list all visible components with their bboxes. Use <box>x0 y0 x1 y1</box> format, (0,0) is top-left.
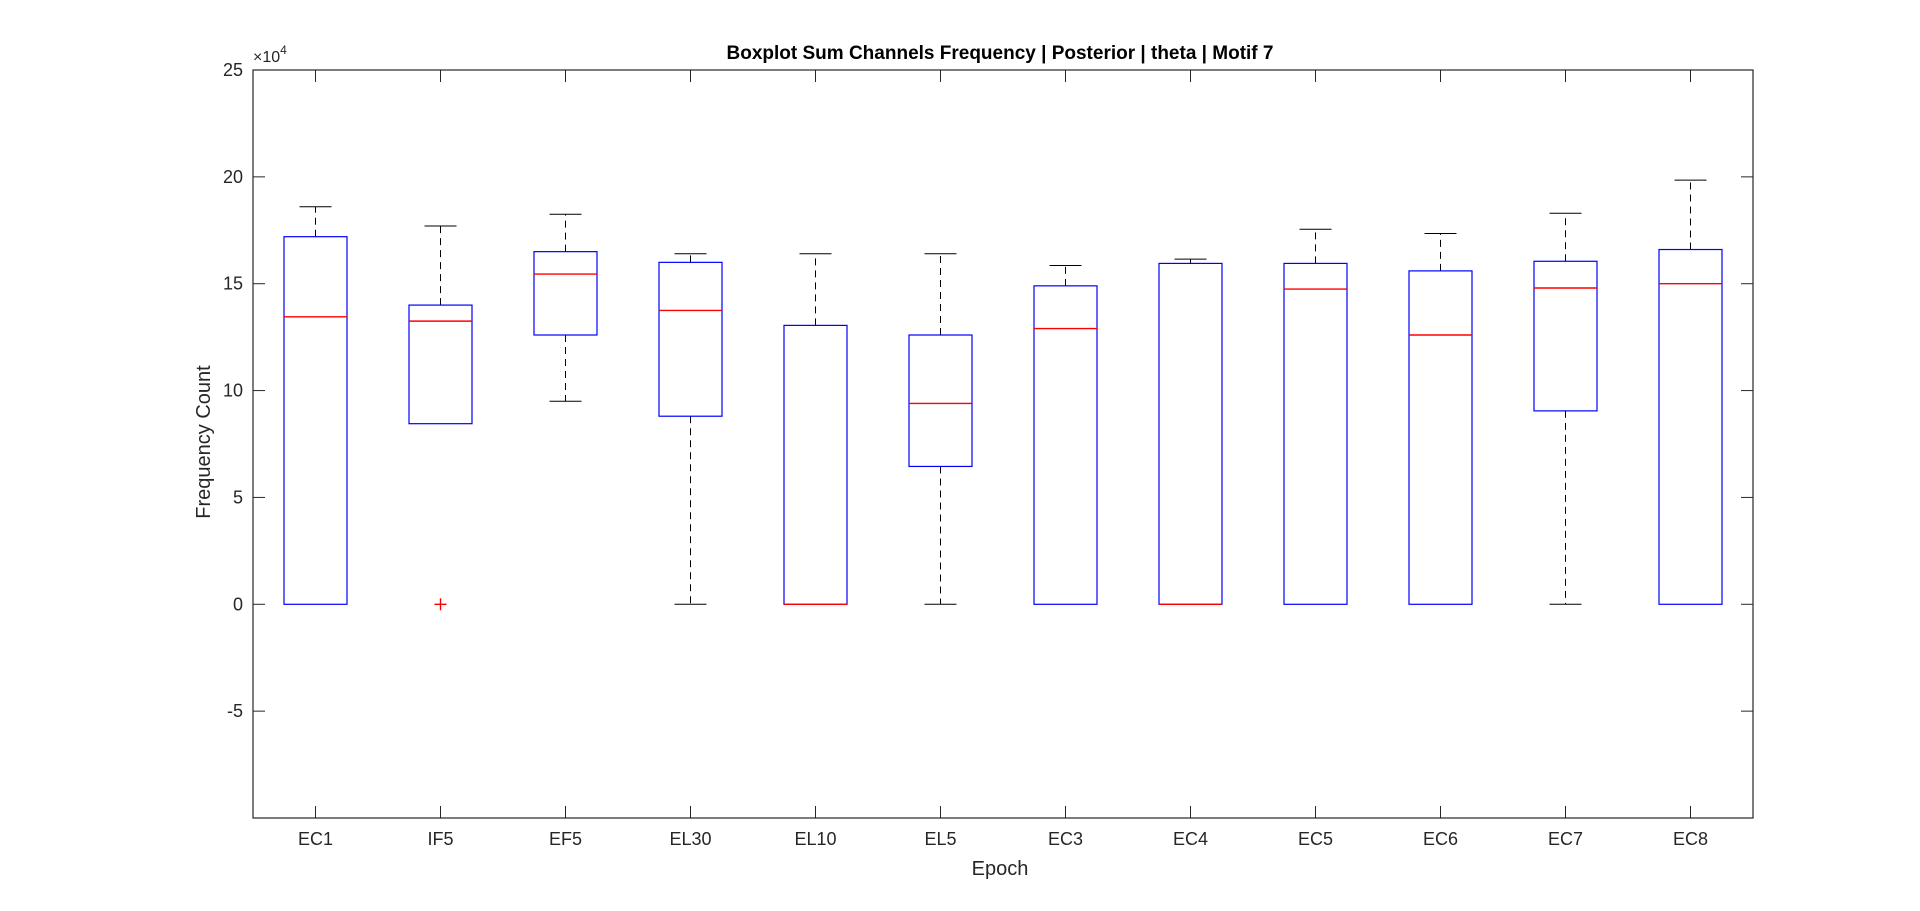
box-EC8 <box>1658 248 1723 605</box>
y-tick-label: 25 <box>223 60 243 80</box>
y-tick-label: 0 <box>233 594 243 614</box>
box-EC3 <box>1033 285 1098 605</box>
box-EL5 <box>908 334 973 468</box>
box-EC5 <box>1283 262 1348 605</box>
x-tick-label: EC8 <box>1673 829 1708 849</box>
x-tick-label: EL10 <box>794 829 836 849</box>
x-axis-label: Epoch <box>972 858 1029 880</box>
box-EC6 <box>1408 270 1473 605</box>
y-axis-label: Frequency Count <box>193 365 215 519</box>
plot-area: -5 0 5 10 15 20 25 EC1 IF5 EF5 EL30 EL10 EL5 EC3 EC4 EC… <box>223 60 1754 849</box>
x-tick-label: EC6 <box>1423 829 1458 849</box>
x-tick-label: EC3 <box>1048 829 1083 849</box>
x-tick-label: EL5 <box>924 829 956 849</box>
box-IF5 <box>408 304 473 425</box>
y-tick-label: 5 <box>233 487 243 507</box>
x-tick-label: IF5 <box>427 829 453 849</box>
box-EF5 <box>533 251 598 336</box>
x-tick-label: EC1 <box>298 829 333 849</box>
x-tick-label: EC5 <box>1298 829 1333 849</box>
x-tick-label: EC4 <box>1173 829 1208 849</box>
y-tick-label: -5 <box>227 701 243 721</box>
y-tick-label: 10 <box>223 381 243 401</box>
x-tick-label: EL30 <box>669 829 711 849</box>
axes-frame <box>252 69 1754 819</box>
y-tick-label: 20 <box>223 167 243 187</box>
y-axis-exponent-label: ×104 <box>253 43 287 66</box>
box-EL30 <box>658 261 723 417</box>
x-tick-label: EC7 <box>1548 829 1583 849</box>
box-EC7 <box>1533 260 1598 412</box>
chart-title: Boxplot Sum Channels Frequency | Posteri… <box>727 43 1274 64</box>
box-EC1 <box>283 236 348 605</box>
x-tick-label: EF5 <box>549 829 582 849</box>
y-tick-label: 15 <box>223 274 243 294</box>
